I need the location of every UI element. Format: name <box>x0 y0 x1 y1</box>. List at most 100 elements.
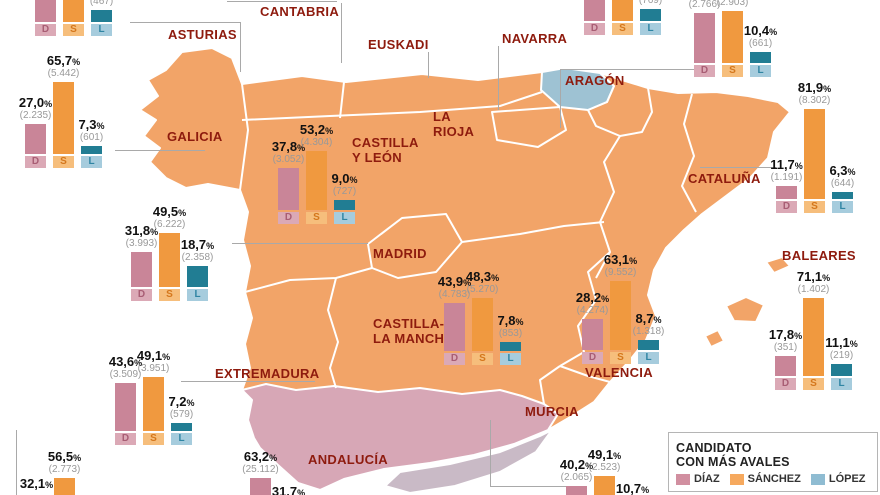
chart-baleares-col-D: 17,8% (351) D <box>769 328 802 390</box>
letter-box-lopez: L <box>171 433 192 445</box>
connector-cantabria-v <box>341 3 342 63</box>
letter-box-diaz: D <box>694 65 715 77</box>
bar-sanchez <box>53 82 74 154</box>
pct-label: 56,5% <box>47 449 82 464</box>
connector-extremadura-h <box>181 381 315 382</box>
letter-box-lopez: L <box>750 65 771 77</box>
letter-box-lopez: L <box>334 212 355 224</box>
count-label: (4.274) <box>576 305 609 316</box>
pct-label: 53,2% <box>299 122 334 137</box>
count-label: (1.318) <box>632 326 665 337</box>
bar-diaz <box>566 486 587 495</box>
map-south-gray-area <box>384 429 553 494</box>
bar-sanchez <box>159 233 180 287</box>
chart-canarias-col-D: 32,1%D <box>20 477 53 495</box>
chart-galicia-col-S: 65,7% (5.442) S <box>47 54 80 168</box>
chart-asturias-col-S: S <box>63 0 84 36</box>
chart-murcia-col-S: 49,1%(2.523)S <box>588 448 621 495</box>
pct-label: 81,9% <box>797 80 832 95</box>
count-label: (2.903) <box>716 0 749 8</box>
letter-box-diaz: D <box>584 23 605 35</box>
region-label-valencia: VALENCIA <box>585 365 653 380</box>
chart-andalucia-col-S: 31,7%S <box>272 485 305 495</box>
chart-aragon-col-D: (2.766) D <box>689 0 720 77</box>
chart-row: 43,9% (4.783) D 48,3% (5.270) S 7,8% (853) L <box>438 269 524 365</box>
letter-box-diaz: D <box>25 156 46 168</box>
map-internal-borders <box>239 81 697 405</box>
count-label: (601) <box>79 132 104 143</box>
region-label-madrid: MADRID <box>373 246 427 261</box>
bar-lopez <box>171 423 192 431</box>
region-label-navarra: NAVARRA <box>502 31 568 46</box>
bar-lopez <box>750 52 771 63</box>
count-label: (644) <box>830 178 855 189</box>
count-label: (1.402) <box>797 284 830 295</box>
chart-row: 17,8% (351) D 71,1% (1.402) S 11,1% (219) L <box>769 270 858 390</box>
pct-label: 49,1% <box>587 447 622 462</box>
chart-canarias-col-S: 56,5%(2.773)S <box>48 450 81 495</box>
chart-aragon-col-S: (2.903) S <box>717 0 748 77</box>
bar-sanchez <box>63 0 84 22</box>
chart-row: 11,7% (1.191) D 81,9% (8.302) S 6,3% (644) L <box>770 80 856 213</box>
count-label: (351) <box>773 342 798 353</box>
count-label: (219) <box>829 350 854 361</box>
chart-asturias-col-D: D <box>35 0 56 36</box>
pct-label: 48,3% <box>465 269 500 284</box>
pct-label: 7,2% <box>168 394 195 409</box>
letter-box-sanchez: S <box>53 156 74 168</box>
legend-items: DÍAZ SÁNCHEZ LÓPEZ <box>676 473 877 485</box>
pct-label: 10,7% <box>615 481 650 495</box>
letter-box-sanchez: S <box>722 65 743 77</box>
legend-item-sanchez: SÁNCHEZ <box>729 473 801 485</box>
sanchez-color-swatch <box>729 473 744 485</box>
pct-label: 7,8% <box>497 313 524 328</box>
pct-label: 18,7% <box>180 237 215 252</box>
bar-diaz <box>775 356 796 376</box>
lopez-color-swatch <box>810 473 825 485</box>
letter-box-diaz: D <box>35 24 56 36</box>
letter-box-sanchez: S <box>612 23 633 35</box>
bar-sanchez <box>54 478 75 495</box>
connector-murcia-h <box>490 486 566 487</box>
legend-box: CANDIDATO CON MÁS AVALES DÍAZ SÁNCHEZ LÓ… <box>668 432 878 492</box>
pct-label: 17,8% <box>768 327 803 342</box>
count-label: (3.951) <box>137 363 170 374</box>
pct-label: 37,8% <box>271 139 306 154</box>
bar-diaz <box>35 0 56 22</box>
pct-label: 7,3% <box>78 117 105 132</box>
bar-lopez <box>831 364 852 376</box>
chart-madrid-col-S: 49,5% (6.222) S <box>153 205 186 301</box>
bar-diaz <box>278 168 299 210</box>
chart-row: 31,8% (3.993) D 49,5% (6.222) S 18,7% (2.358) L <box>125 205 214 301</box>
bar-sanchez <box>306 151 327 210</box>
legend-item-label: DÍAZ <box>694 473 720 485</box>
letter-box-lopez: L <box>187 289 208 301</box>
region-label-andalucia: ANDALUCÍA <box>308 452 388 467</box>
chart-castilla-y-leon-col-D: 37,8% (3.052) D <box>272 140 305 224</box>
connector-asturias-v <box>240 22 241 72</box>
chart-murcia-col-L: 10,7%L <box>616 482 649 495</box>
count-label: (467) <box>89 0 114 7</box>
chart-castilla-la-mancha-col-L: 7,8% (853) L <box>497 313 524 365</box>
chart-navarra-col-L: (769) L <box>639 0 662 35</box>
bar-lopez <box>500 342 521 351</box>
letter-box-lopez: L <box>81 156 102 168</box>
count-label: (5.442) <box>47 68 80 79</box>
pct-label: 10,4% <box>743 23 778 38</box>
pct-label: 65,7% <box>46 53 81 68</box>
bar-diaz <box>131 252 152 287</box>
bar-diaz <box>584 0 605 21</box>
pct-label: 40,2% <box>559 457 594 472</box>
count-label: (579) <box>169 409 194 420</box>
map-island-mallorca <box>725 296 765 323</box>
bar-lopez <box>640 9 661 21</box>
count-label: (9.552) <box>604 267 637 278</box>
chart-row: 43,6% (3.509) D 49,1% (3.951) S 7,2% (579) L <box>109 349 195 445</box>
bar-sanchez <box>472 298 493 351</box>
connector-navarra-v <box>498 46 499 110</box>
chart-cataluna-col-D: 11,7% (1.191) D <box>770 158 803 213</box>
pct-label: 63,1% <box>603 252 638 267</box>
count-label: (4.304) <box>300 137 333 148</box>
chart-baleares-col-L: 11,1% (219) L <box>825 336 858 390</box>
